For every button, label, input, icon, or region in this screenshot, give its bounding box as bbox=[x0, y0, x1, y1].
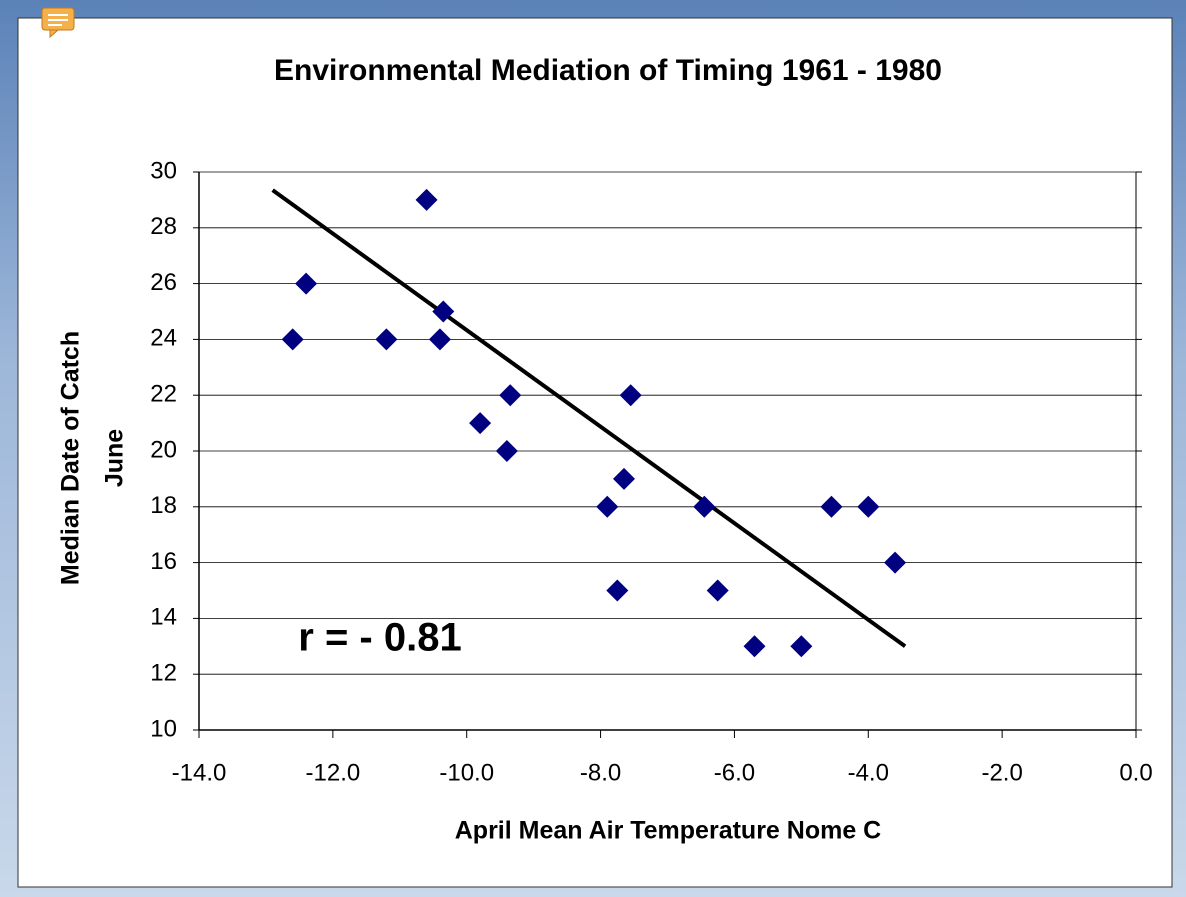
chart-area bbox=[17, 17, 1173, 888]
point bbox=[820, 495, 843, 518]
point bbox=[606, 579, 629, 602]
x-tick-label: -2.0 bbox=[981, 759, 1022, 786]
y-tick-label: 12 bbox=[150, 660, 177, 687]
y-tick-label: 16 bbox=[150, 548, 177, 575]
y-tick-label: 18 bbox=[150, 492, 177, 519]
point bbox=[619, 384, 642, 407]
point bbox=[428, 328, 451, 351]
point bbox=[295, 272, 318, 295]
y-tick-label: 20 bbox=[150, 436, 177, 463]
point bbox=[375, 328, 398, 351]
point bbox=[469, 412, 492, 435]
point bbox=[281, 328, 304, 351]
x-tick-label: 0.0 bbox=[1119, 759, 1152, 786]
point bbox=[857, 495, 880, 518]
trend-line bbox=[271, 188, 907, 648]
y-tick-label: 24 bbox=[150, 325, 177, 352]
y-tick-label: 30 bbox=[150, 157, 177, 184]
point bbox=[612, 467, 635, 490]
y-axis-label-line: June bbox=[101, 429, 129, 487]
point bbox=[790, 635, 813, 658]
point bbox=[596, 495, 619, 518]
y-tick-label: 26 bbox=[150, 269, 177, 296]
chart-title: Environmental Mediation of Timing 1961 -… bbox=[274, 54, 942, 87]
x-axis-label: April Mean Air Temperature Nome C bbox=[455, 817, 881, 845]
y-tick-label: 10 bbox=[150, 715, 177, 742]
x-tick-label: -12.0 bbox=[306, 759, 361, 786]
x-tick-label: -8.0 bbox=[580, 759, 621, 786]
y-tick-label: 28 bbox=[150, 213, 177, 240]
point bbox=[693, 495, 716, 518]
point bbox=[432, 300, 455, 323]
point bbox=[499, 384, 522, 407]
x-tick-label: -4.0 bbox=[848, 759, 889, 786]
y-tick-label: 22 bbox=[150, 381, 177, 408]
point bbox=[415, 188, 438, 211]
x-tick-label: -14.0 bbox=[172, 759, 227, 786]
y-tick-label: 14 bbox=[150, 604, 177, 631]
point bbox=[706, 579, 729, 602]
y-axis-label: Median Date of Catch June bbox=[57, 331, 129, 585]
x-tick-label: -10.0 bbox=[439, 759, 494, 786]
y-axis-label-line: Median Date of Catch bbox=[57, 331, 85, 585]
comment-icon[interactable] bbox=[41, 7, 75, 39]
point bbox=[743, 635, 766, 658]
point bbox=[884, 551, 907, 574]
annotation: r = - 0.81 bbox=[298, 616, 461, 660]
x-tick-label: -6.0 bbox=[714, 759, 755, 786]
point bbox=[495, 440, 518, 462]
